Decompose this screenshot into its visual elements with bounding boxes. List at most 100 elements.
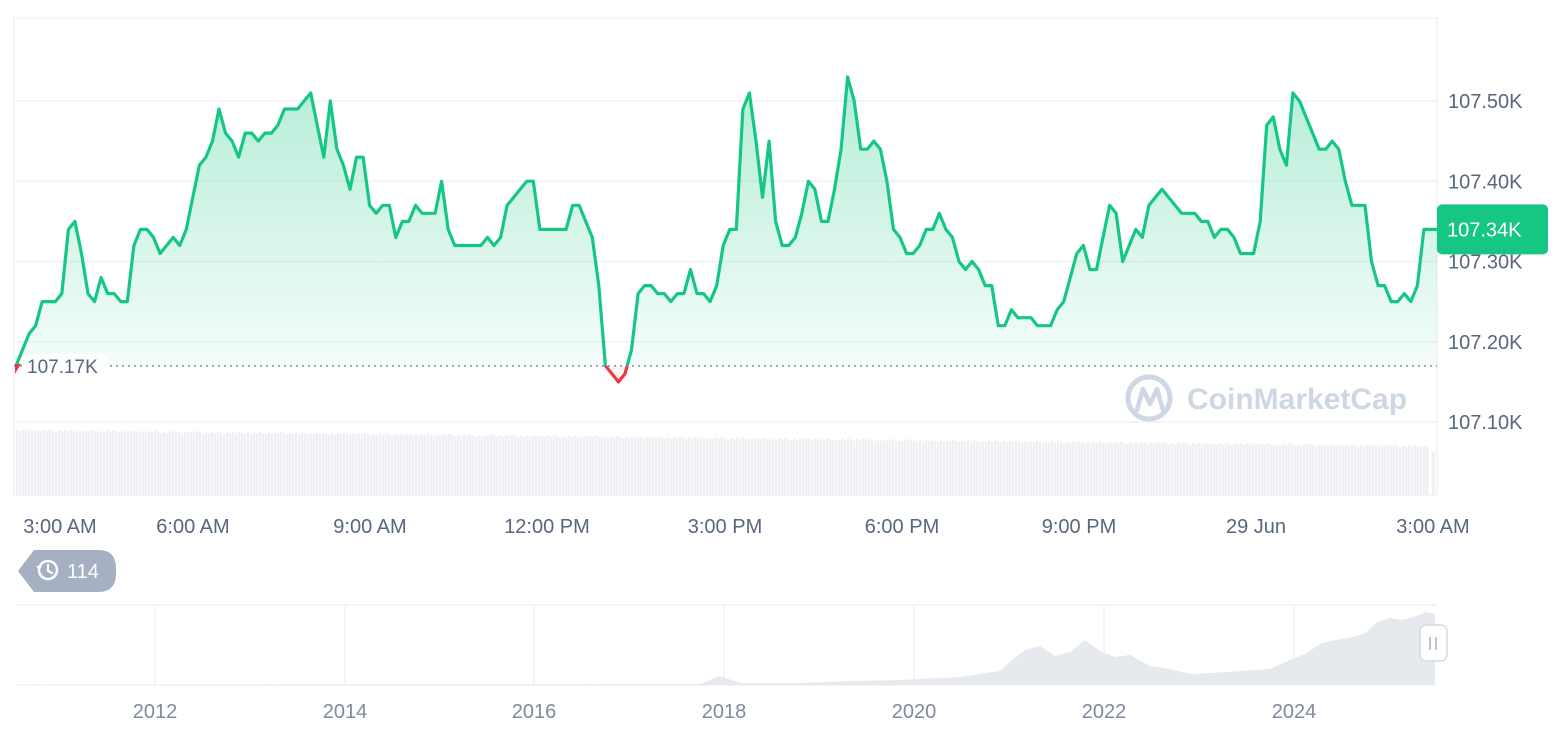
y-tick-label: 107.10K: [1448, 412, 1523, 434]
navigator-handle[interactable]: [1419, 624, 1448, 662]
volume-bar: [199, 432, 202, 495]
volume-bar: [232, 431, 235, 495]
volume-bar: [841, 438, 844, 495]
volume-bar: [1294, 445, 1297, 495]
volume-bar: [739, 438, 742, 495]
volume-bar: [703, 437, 706, 495]
volume-bar: [1336, 446, 1339, 495]
x-tick-label: 6:00 PM: [865, 516, 939, 538]
volume-bar: [1201, 444, 1204, 495]
volume-bar: [1360, 445, 1363, 495]
volume-bar: [424, 435, 427, 495]
volume-bar: [946, 439, 949, 495]
volume-bar: [607, 437, 610, 495]
volume-bar: [487, 435, 490, 495]
volume-bar: [370, 435, 373, 495]
volume-bar: [67, 431, 70, 495]
navigator-handle-box[interactable]: [1419, 624, 1448, 662]
volume-bar: [181, 433, 184, 495]
volume-bar: [127, 430, 130, 495]
volume-bar: [1144, 442, 1147, 495]
volume-bar: [700, 436, 703, 495]
volume-bar: [1111, 443, 1114, 495]
volume-bar: [445, 435, 448, 495]
volume-bar: [364, 432, 367, 495]
volume-bar: [94, 431, 97, 495]
volume-bar: [904, 439, 907, 495]
volume-bar: [799, 438, 802, 495]
volume-bar: [817, 440, 820, 495]
history-icon-hands: [46, 563, 54, 575]
volume-bar: [901, 441, 904, 495]
volume-bar: [631, 436, 634, 495]
volume-bar: [688, 437, 691, 495]
volume-bar: [1405, 446, 1408, 495]
volume-bar: [46, 430, 49, 495]
volume-bar: [130, 431, 133, 495]
volume-bar: [805, 437, 808, 495]
volume-bar: [1426, 446, 1429, 495]
volume-bar: [1189, 444, 1192, 495]
navigator[interactable]: 2012 2014 2016 2018 2020 2022 2024: [16, 604, 1448, 723]
volume-bar: [1048, 442, 1051, 495]
history-badge[interactable]: 114: [18, 550, 116, 592]
volume-bar: [205, 431, 208, 495]
volume-bar: [922, 441, 925, 495]
volume-bar: [604, 436, 607, 495]
volume-bar: [460, 436, 463, 495]
volume-bar: [664, 438, 667, 495]
volume-bar: [79, 430, 82, 495]
volume-bar: [457, 434, 460, 495]
volume-bar: [478, 435, 481, 495]
volume-bar: [712, 438, 715, 495]
volume-bar: [433, 436, 436, 495]
volume-bar: [91, 429, 94, 495]
volume-bar: [598, 436, 601, 495]
volume-bar: [58, 430, 61, 495]
volume-bar: [316, 432, 319, 495]
volume-bar: [1255, 443, 1258, 495]
current-price-label: 107.34K: [1447, 219, 1522, 241]
volume-bar: [310, 433, 313, 495]
volume-bar: [301, 432, 304, 495]
volume-bar: [883, 439, 886, 495]
volume-bar: [778, 438, 781, 495]
volume-bar: [553, 435, 556, 495]
volume-bar: [871, 439, 874, 495]
volume-bar: [349, 435, 352, 495]
volume-bar: [1039, 441, 1042, 495]
volume-bar: [394, 434, 397, 495]
volume-bar: [790, 440, 793, 495]
history-count: 114: [67, 561, 99, 583]
volume-bar: [526, 435, 529, 495]
volume-bar: [238, 431, 241, 495]
volume-bar: [190, 431, 193, 495]
volume-bar: [715, 437, 718, 495]
volume-bar: [262, 432, 265, 495]
volume-bar: [649, 438, 652, 495]
volume-bar: [616, 435, 619, 495]
volume-bar: [1120, 441, 1123, 495]
volume-bar: [508, 436, 511, 495]
volume-bar: [937, 441, 940, 495]
volume-bar: [838, 440, 841, 495]
volume-bar: [988, 440, 991, 495]
volume-bar: [100, 430, 103, 495]
volume-bar: [1318, 444, 1321, 495]
volume-bar: [1033, 442, 1036, 495]
volume-bar: [442, 434, 445, 495]
volume-bar: [748, 439, 751, 495]
volume-bar: [1198, 442, 1201, 495]
volume-bar: [109, 431, 112, 495]
volume-bar: [574, 435, 577, 495]
x-axis-labels: 3:00 AM 6:00 AM 9:00 AM 12:00 PM 3:00 PM 6:00…: [23, 516, 1469, 538]
volume-bar: [1279, 445, 1282, 495]
volume-bar: [976, 441, 979, 495]
history-badge-bg[interactable]: [18, 550, 116, 592]
volume-bar: [691, 438, 694, 495]
volume-bar: [19, 431, 22, 495]
volume-bar: [439, 435, 442, 495]
volume-bar: [1021, 442, 1024, 495]
x-tick-label: 6:00 AM: [156, 516, 229, 538]
